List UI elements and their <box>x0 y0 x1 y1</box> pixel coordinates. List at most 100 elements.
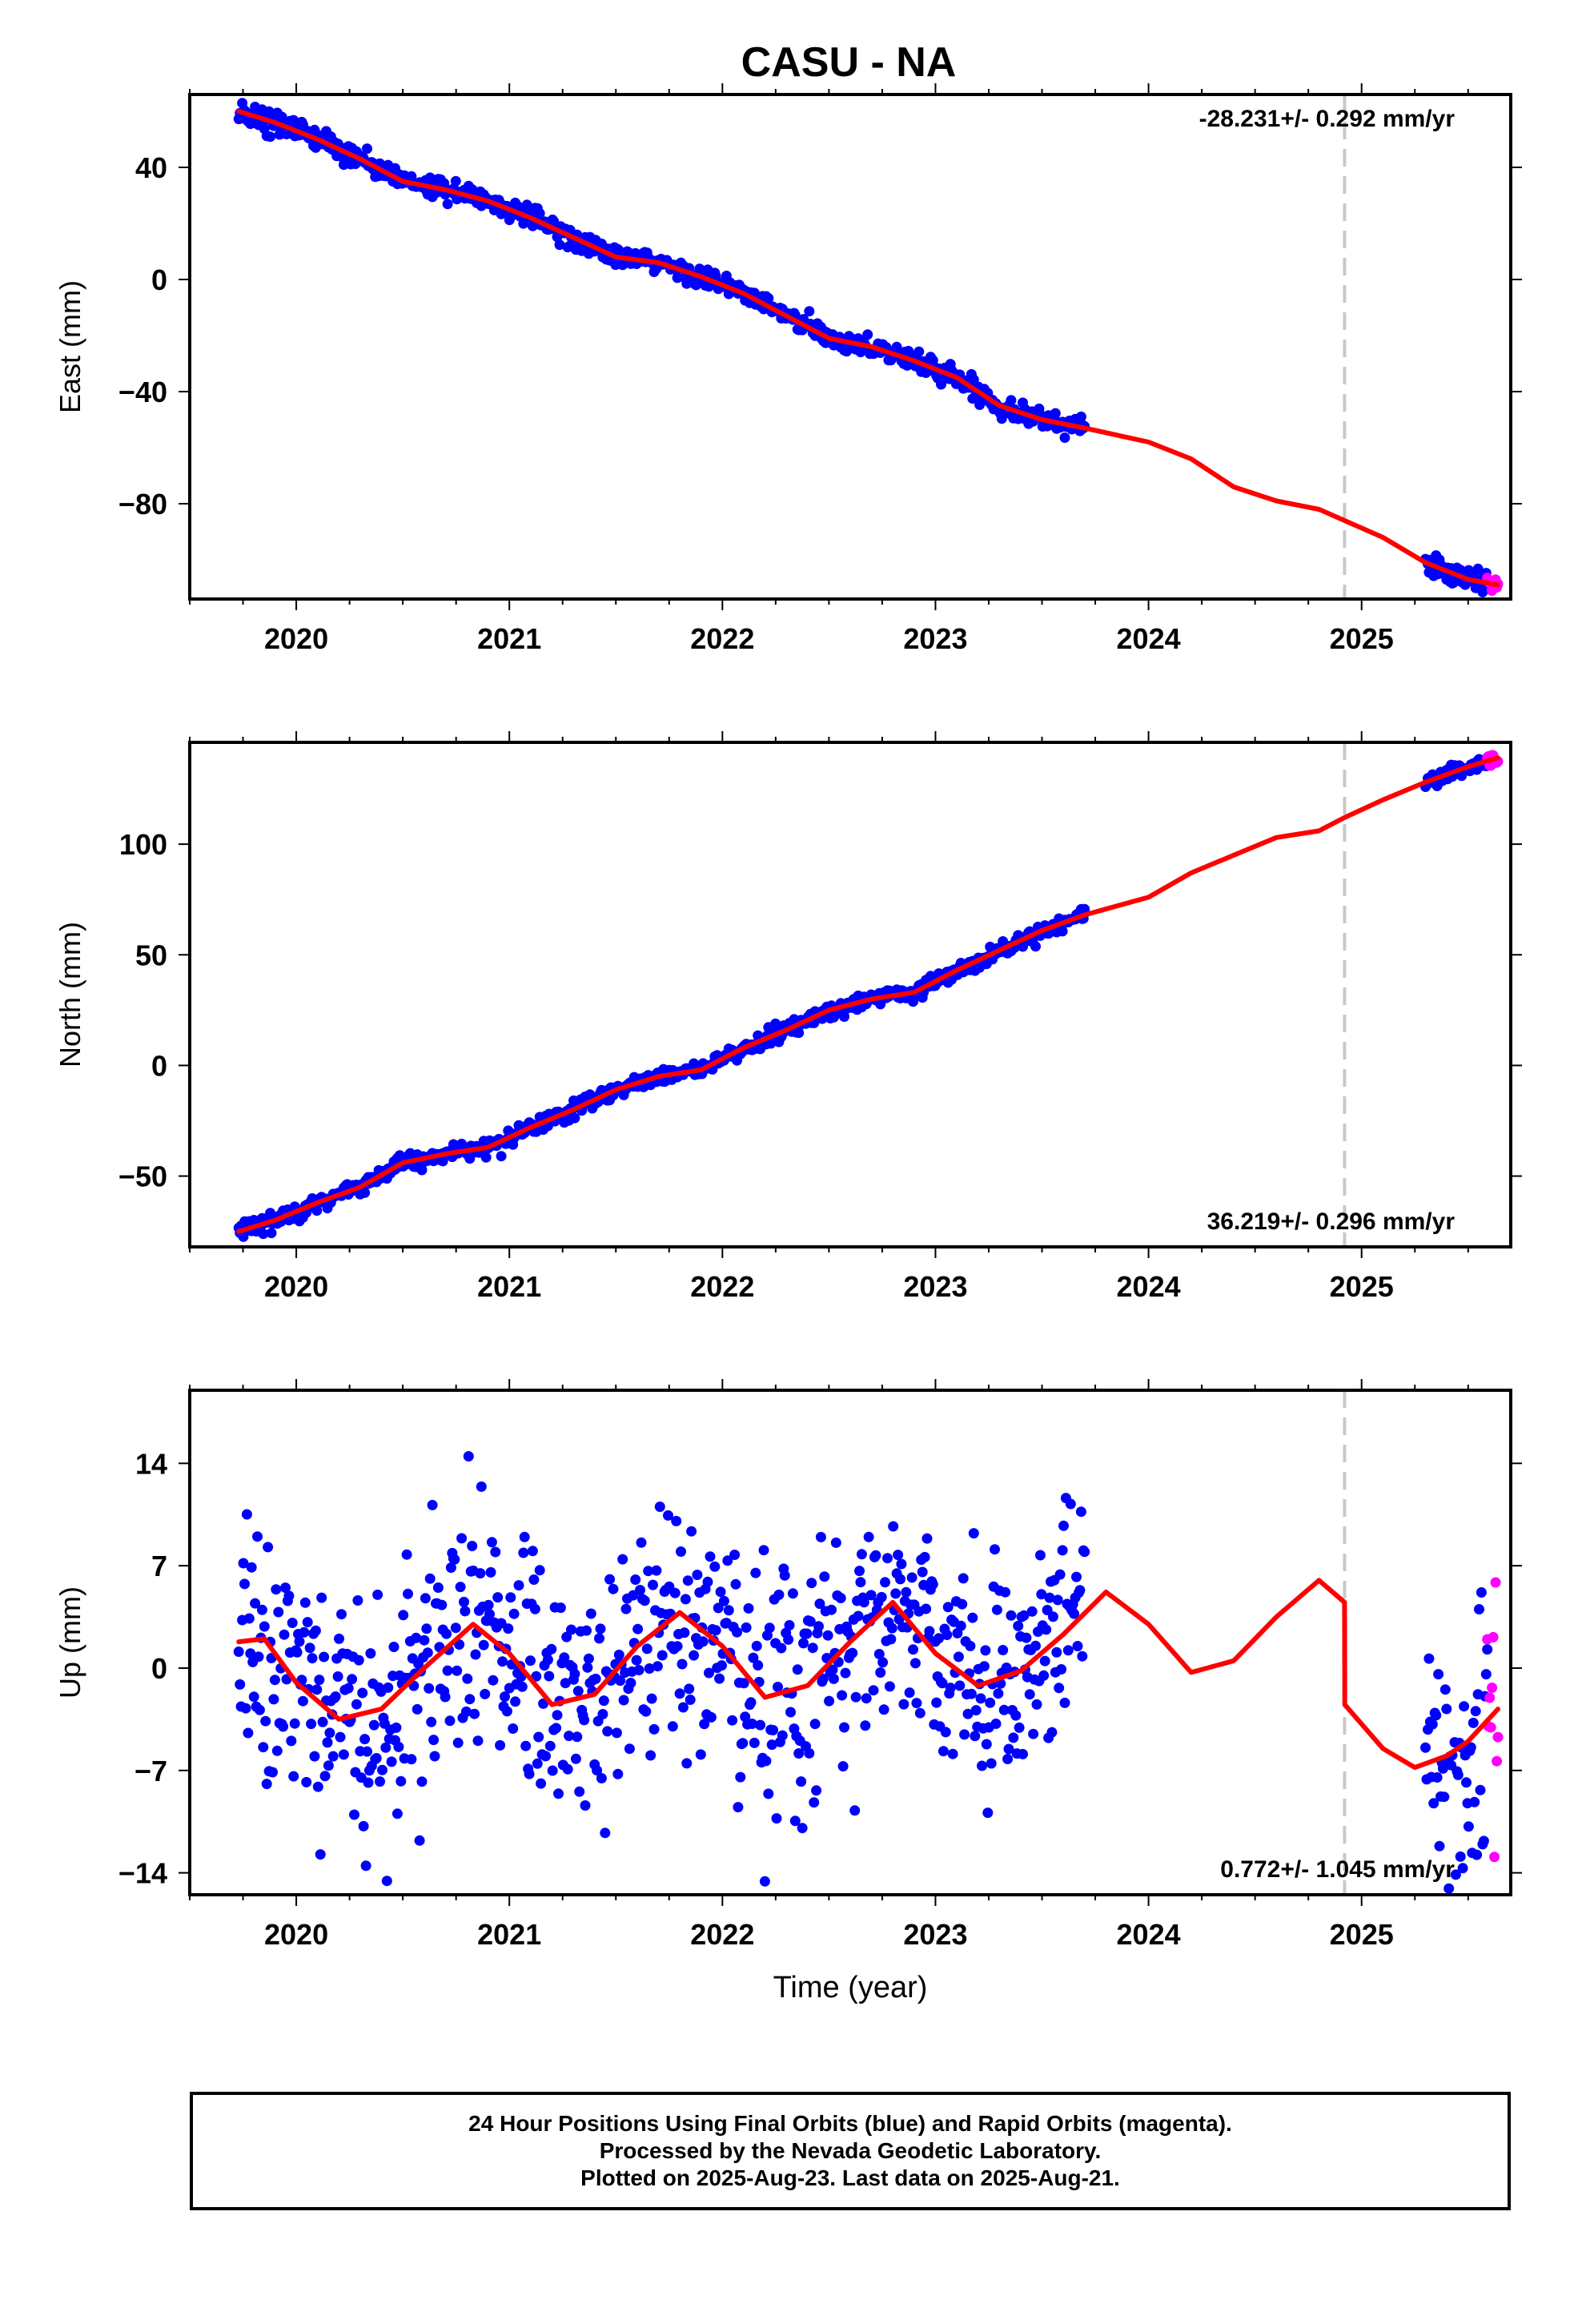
data-point <box>1465 1742 1476 1753</box>
y-tick-label: 100 <box>119 828 167 861</box>
data-point <box>1018 1610 1030 1621</box>
data-point <box>722 1555 733 1566</box>
data-point <box>1477 586 1488 597</box>
data-point <box>761 1755 772 1767</box>
data-point <box>279 1629 290 1640</box>
data-point <box>855 1577 866 1588</box>
x-tick-label: 2021 <box>477 1918 541 1951</box>
data-point <box>254 1704 265 1715</box>
data-point <box>602 1726 613 1737</box>
velocity-annotation: -28.231+/- 0.292 mm/yr <box>1199 106 1456 132</box>
data-point <box>271 1745 283 1756</box>
data-point <box>1031 1699 1042 1710</box>
data-point <box>919 1551 930 1562</box>
x-tick-label: 2024 <box>1117 1270 1181 1303</box>
data-point <box>441 1628 452 1639</box>
data-point <box>672 1641 683 1652</box>
data-point <box>1059 432 1070 443</box>
data-point <box>911 1698 922 1709</box>
y-tick-label: 7 <box>151 1550 167 1582</box>
data-point <box>798 1638 809 1649</box>
data-point <box>289 1718 300 1729</box>
data-point <box>480 1152 492 1163</box>
data-point <box>459 1596 469 1607</box>
data-point <box>953 1651 964 1663</box>
data-point <box>785 1707 796 1718</box>
data-point <box>427 1499 438 1510</box>
data-point <box>505 1592 516 1603</box>
data-point <box>982 1807 994 1819</box>
footer-line-3: Plotted on 2025-Aug-23. Last data on 202… <box>580 2165 1120 2190</box>
data-point <box>784 1620 795 1630</box>
data-point <box>241 1509 252 1520</box>
data-point <box>773 1589 785 1600</box>
data-point <box>1036 1589 1047 1600</box>
data-point <box>970 1705 982 1716</box>
data-point <box>235 1679 246 1690</box>
data-point <box>632 1623 644 1634</box>
data-point <box>640 1706 652 1717</box>
y-tick-label: −50 <box>118 1160 167 1193</box>
data-point <box>715 1586 726 1598</box>
data-point <box>793 1748 805 1759</box>
data-point <box>314 1675 325 1686</box>
data-point <box>317 1716 328 1727</box>
data-point <box>429 1751 440 1762</box>
data-point <box>826 1604 837 1615</box>
data-point <box>1039 1655 1050 1667</box>
data-point <box>421 1623 432 1634</box>
data-point <box>299 1597 311 1608</box>
data-point <box>294 1636 305 1647</box>
data-point <box>817 1673 829 1684</box>
data-point <box>880 1577 890 1588</box>
data-point <box>689 1650 700 1661</box>
data-point <box>527 1546 538 1557</box>
data-point <box>532 1758 543 1769</box>
data-point <box>525 1655 536 1667</box>
data-point <box>1018 1748 1028 1759</box>
data-point <box>268 1694 279 1705</box>
data-point <box>462 1673 473 1684</box>
data-point <box>847 1647 858 1659</box>
data-point <box>299 1626 310 1638</box>
data-point <box>362 143 372 155</box>
data-point <box>975 1693 986 1704</box>
data-point <box>958 1573 969 1584</box>
data-point <box>648 1579 658 1590</box>
data-point <box>596 1773 607 1783</box>
data-point <box>478 1639 489 1651</box>
data-point <box>644 1663 655 1674</box>
data-point <box>351 1699 362 1710</box>
data-point <box>583 1653 594 1664</box>
data-point <box>414 1835 425 1846</box>
data-point <box>1457 1863 1468 1874</box>
data-point <box>426 1716 437 1727</box>
data-point <box>1443 1883 1455 1893</box>
data-point <box>240 1703 251 1714</box>
data-point <box>582 1662 593 1673</box>
data-point <box>751 1640 762 1651</box>
data-point <box>793 1027 805 1039</box>
data-point <box>403 1588 413 1599</box>
data-point <box>713 1602 724 1614</box>
data-area <box>233 96 1504 597</box>
data-point <box>763 1788 774 1799</box>
data-point <box>758 1545 769 1556</box>
data-point <box>1470 1706 1481 1717</box>
data-point <box>1427 1719 1438 1730</box>
y-tick-label: 0 <box>151 263 167 296</box>
data-point <box>420 1593 431 1604</box>
data-point <box>1074 1585 1086 1596</box>
data-point <box>746 1719 757 1729</box>
data-point <box>1002 1754 1014 1764</box>
data-point <box>1075 1506 1086 1518</box>
data-point <box>753 1660 764 1671</box>
data-point <box>763 292 774 304</box>
data-point <box>981 1739 992 1750</box>
data-point <box>906 1572 917 1583</box>
data-point <box>624 1743 635 1755</box>
data-point <box>396 1775 407 1787</box>
data-point <box>680 1594 691 1605</box>
data-point <box>551 1723 562 1734</box>
data-point <box>938 1746 949 1757</box>
